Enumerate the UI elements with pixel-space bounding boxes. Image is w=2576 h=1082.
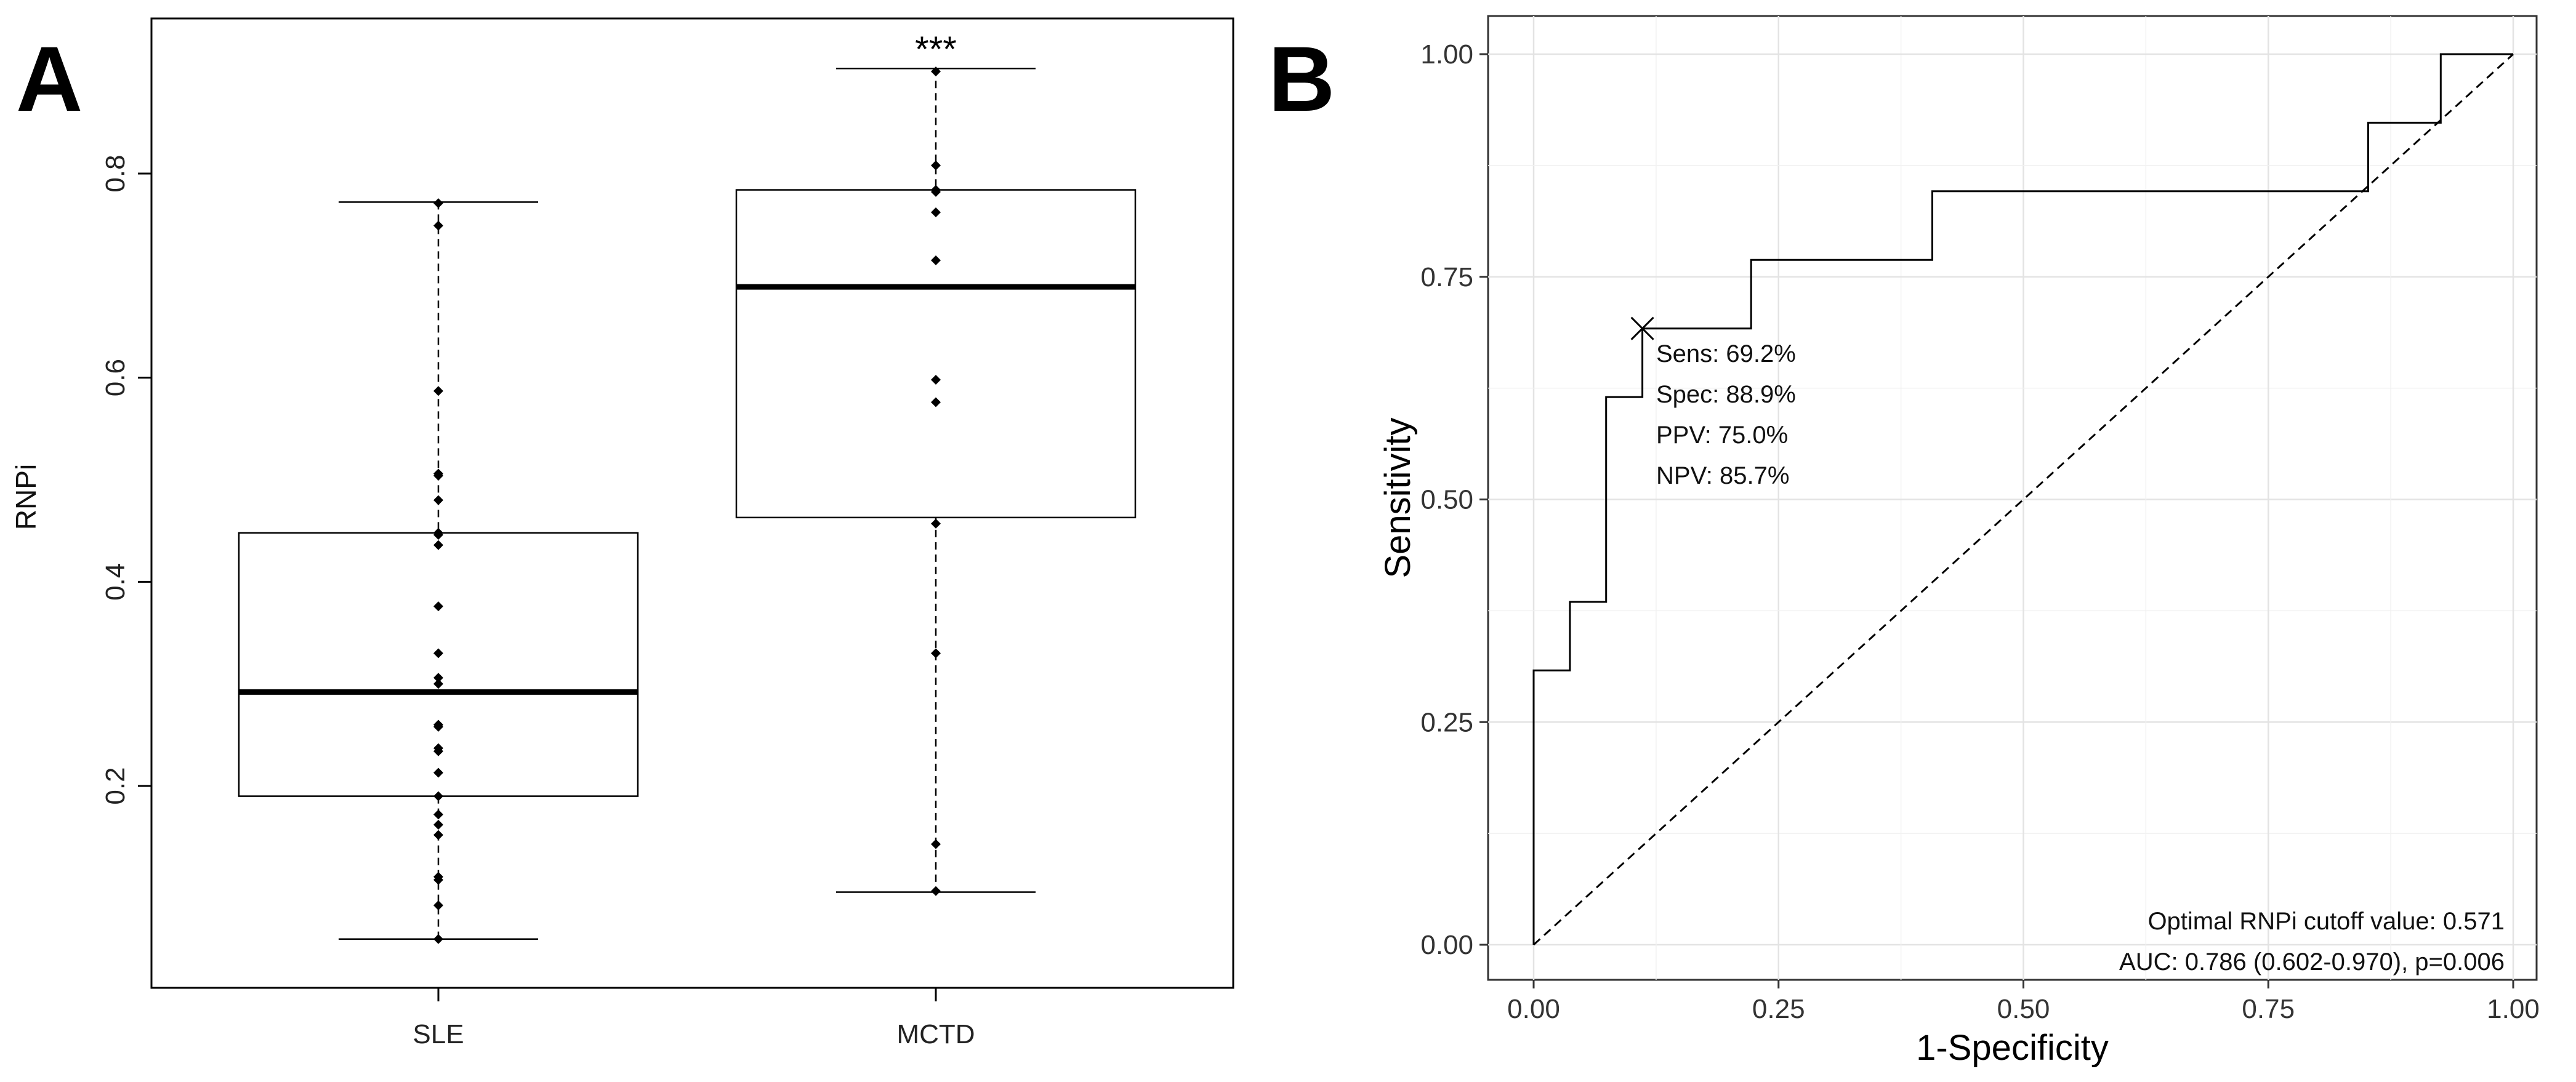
x-tick-label: 0.50 — [1997, 994, 2050, 1024]
y-tick-label: 1.00 — [1420, 39, 1473, 70]
box-group-mctd: MCTD — [735, 66, 1137, 1049]
box — [735, 189, 1137, 519]
plot-panel — [1487, 15, 2538, 981]
panel-b-letter: B — [1268, 27, 1335, 130]
y-axis-title: RNPi — [10, 464, 42, 530]
y-tick-label: 0.2 — [100, 767, 131, 804]
y-tick-label: 0.50 — [1420, 485, 1473, 515]
data-point — [433, 198, 443, 209]
y-tick-label: 0.6 — [100, 359, 131, 396]
data-point — [931, 66, 941, 77]
y-tick-label: 0.8 — [100, 154, 131, 192]
footnote: AUC: 0.786 (0.602-0.970), p=0.006 — [2119, 948, 2505, 976]
data-point — [931, 518, 941, 529]
significance-label: *** — [915, 30, 957, 70]
reference-diagonal — [1532, 53, 2514, 946]
y-axis-title: Sensitivity — [1378, 417, 1418, 578]
data-point — [931, 186, 941, 197]
optimal-point-marker — [1630, 316, 1654, 340]
boxplot-chart: 0.2 0.4 0.6 0.8 RNPi SLE MCTD *** — [10, 17, 1234, 1049]
y-tick-label: 0.75 — [1420, 262, 1473, 292]
data-point — [433, 673, 443, 683]
roc-chart: 0.00 0.25 0.50 0.75 1.00 0.00 0.25 0.50 0.75 1.00… — [1378, 15, 2540, 1068]
roc-curve — [1532, 53, 2513, 945]
y-tick-label: 0.4 — [100, 563, 131, 601]
data-point — [433, 679, 443, 689]
data-point — [433, 820, 443, 830]
panel-a-letter: A — [16, 27, 83, 130]
data-point — [931, 160, 941, 170]
data-point — [433, 934, 443, 944]
data-point — [433, 767, 443, 778]
y-tick-label: 0.25 — [1420, 707, 1473, 737]
metric-annotation: PPV: 75.0% — [1656, 422, 1788, 449]
data-point — [931, 207, 941, 218]
y-tick-label: 0.00 — [1420, 930, 1473, 960]
data-point — [433, 809, 443, 820]
x-tick-label: 0.00 — [1507, 994, 1560, 1024]
data-point — [931, 397, 941, 407]
data-point — [931, 886, 941, 896]
footnote: Optimal RNPi cutoff value: 0.571 — [2147, 908, 2505, 935]
data-point — [433, 791, 443, 801]
x-tick-label: 1.00 — [2487, 994, 2540, 1024]
data-point — [433, 875, 443, 885]
x-tick-label: 0.75 — [2242, 994, 2295, 1024]
x-tick-label: 0.25 — [1752, 994, 1805, 1024]
data-point — [433, 220, 443, 231]
data-point — [433, 386, 443, 396]
data-point — [433, 540, 443, 550]
metric-annotation: Spec: 88.9% — [1656, 381, 1796, 408]
plot-frame — [150, 17, 1234, 989]
data-point — [931, 374, 941, 385]
box-group-sle: SLE — [238, 198, 639, 1049]
data-point — [433, 746, 443, 756]
data-point — [433, 900, 443, 911]
data-point — [931, 255, 941, 265]
x-axis-title: 1-Specificity — [1916, 1028, 2109, 1068]
data-point — [931, 648, 941, 659]
x-tick-label: SLE — [413, 1019, 464, 1049]
data-point — [433, 830, 443, 840]
data-point — [433, 648, 443, 659]
data-point — [433, 470, 443, 481]
metric-annotation: NPV: 85.7% — [1656, 462, 1789, 489]
data-point — [433, 721, 443, 732]
data-point — [433, 601, 443, 612]
box — [238, 532, 639, 797]
data-point — [931, 839, 941, 849]
metric-annotation: Sens: 69.2% — [1656, 340, 1796, 367]
data-point — [433, 530, 443, 540]
x-tick-label: MCTD — [896, 1019, 975, 1049]
data-point — [433, 495, 443, 505]
